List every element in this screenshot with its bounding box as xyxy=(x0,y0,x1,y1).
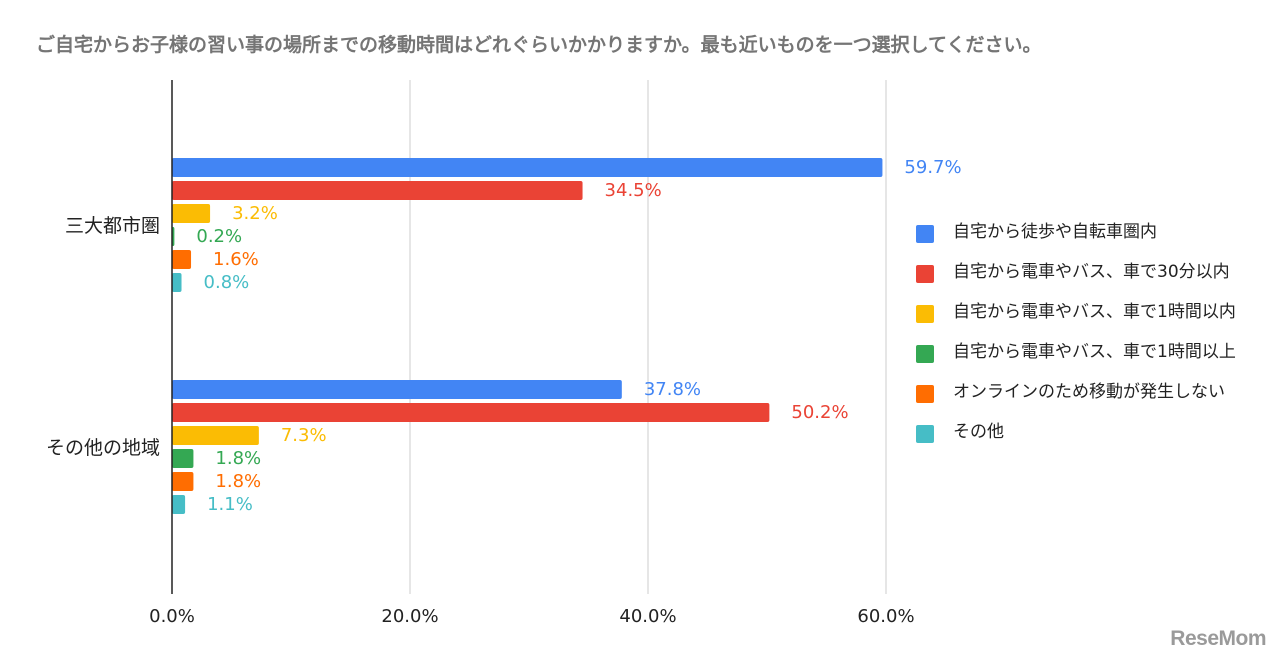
bar-other-series-2 xyxy=(172,426,259,445)
legend-swatch xyxy=(916,265,934,283)
category-label: その他の地域 xyxy=(46,437,160,459)
legend-item-3: 自宅から電車やバス、車で1時間以上 xyxy=(916,342,1246,363)
data-label: 59.7% xyxy=(904,157,961,178)
data-label: 1.1% xyxy=(207,494,253,515)
data-label: 34.5% xyxy=(605,180,662,201)
data-labels: 59.7% 34.5% 3.2%0.2%1.6%0.8% 37.8% 50.2% 7.3%… xyxy=(196,157,961,515)
legend-label: 自宅から徒歩や自転車圏内 xyxy=(953,222,1157,242)
legend-item-4: オンラインのため移動が発生しない xyxy=(916,382,1246,403)
data-label: 1.6% xyxy=(213,249,259,270)
data-label: 37.8% xyxy=(644,379,701,400)
legend: 自宅から徒歩や自転車圏内自宅から電車やバス、車で30分以内 自宅から電車やバス、車… xyxy=(916,222,1246,462)
bar-other-series-4 xyxy=(172,472,194,491)
data-label: 3.2% xyxy=(232,203,278,224)
resemom-logo: ReseMom xyxy=(1170,627,1266,650)
x-axis-ticks: 0.0% 20.0% 40.0% 60.0% xyxy=(149,606,914,627)
x-tick-label: 20.0% xyxy=(381,606,438,627)
legend-item-2: 自宅から電車やバス、車で1時間以内 xyxy=(916,302,1246,323)
legend-label: 自宅から電車やバス、車で1時間以上 xyxy=(953,342,1236,362)
bar-metro-series-4 xyxy=(172,250,192,269)
chart-title: ご自宅からお子様の習い事の場所までの移動時間はどれぐらいかかりますか。最も近いも… xyxy=(36,34,1042,56)
legend-swatch xyxy=(916,385,934,403)
bar-other-series-3 xyxy=(172,449,194,468)
bar-other-series-0 xyxy=(172,380,622,399)
data-label: 7.3% xyxy=(281,425,327,446)
legend-label: 自宅から電車やバス、車で30分以内 xyxy=(953,262,1230,282)
legend-label: オンラインのため移動が発生しない xyxy=(953,382,1225,402)
bar-metro-series-2 xyxy=(172,204,211,223)
legend-item-5: その他 xyxy=(916,422,1246,443)
legend-swatch xyxy=(916,305,934,323)
x-tick-label: 0.0% xyxy=(149,606,195,627)
legend-swatch xyxy=(916,225,934,243)
legend-item-0: 自宅から徒歩や自転車圏内 xyxy=(916,222,1246,243)
legend-swatch xyxy=(916,345,934,363)
legend-label: その他 xyxy=(953,422,1004,442)
x-tick-label: 60.0% xyxy=(857,606,914,627)
bar-metro-series-0 xyxy=(172,158,883,177)
data-label: 1.8% xyxy=(215,471,261,492)
x-tick-label: 40.0% xyxy=(619,606,676,627)
data-label: 50.2% xyxy=(791,402,848,423)
data-label: 0.2% xyxy=(196,226,242,247)
data-label: 0.8% xyxy=(204,272,250,293)
legend-swatch xyxy=(916,425,934,443)
bar-metro-series-1 xyxy=(172,181,583,200)
legend-item-1: 自宅から電車やバス、車で30分以内 xyxy=(916,262,1246,283)
data-label: 1.8% xyxy=(215,448,261,469)
bars xyxy=(172,158,883,514)
bar-other-series-5 xyxy=(172,495,186,514)
legend-label: 自宅から電車やバス、車で1時間以内 xyxy=(953,302,1236,322)
gridlines xyxy=(409,80,887,594)
bar-other-series-1 xyxy=(172,403,770,422)
category-label: 三大都市圏 xyxy=(65,215,160,237)
bar-metro-series-5 xyxy=(172,273,182,292)
